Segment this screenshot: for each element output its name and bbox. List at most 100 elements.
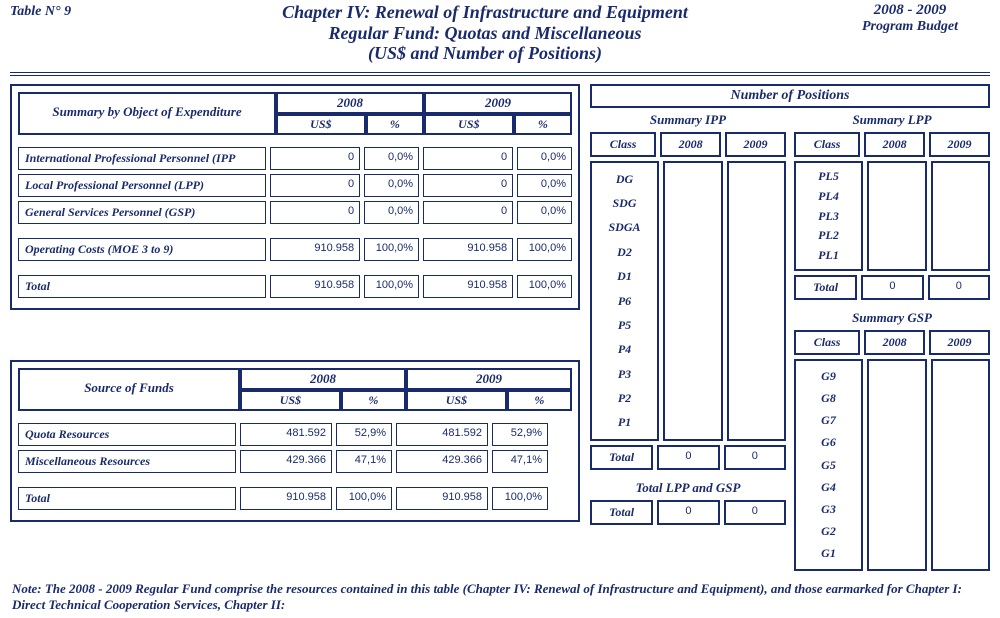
year-range: 2008 - 2009	[830, 2, 990, 19]
row-pct-2: 0,0%	[517, 147, 572, 170]
row-pct-1: 0,0%	[364, 147, 419, 170]
row-label: Operating Costs (MOE 3 to 9)	[18, 238, 266, 261]
row-usd-2: 0	[423, 174, 513, 197]
page-header: Table N° 9 Chapter IV: Renewal of Infras…	[0, 0, 1000, 68]
ipp-col-2009	[727, 161, 786, 441]
row-usd-2: 910.958	[423, 238, 513, 261]
object-title: Summary by Object of Expenditure	[18, 92, 276, 135]
class-item: PL4	[798, 189, 859, 204]
lpp-total-2009: 0	[928, 275, 990, 300]
ipp-class-hdr: Class	[590, 132, 656, 157]
gsp-summary: Summary GSP Class 2008 2009 G9G8G7G6G5G4…	[794, 310, 990, 571]
ipp-summary: Summary IPP Class 2008 2009 DGSDGSDGAD2D…	[590, 112, 786, 575]
ipp-class-list: DGSDGSDGAD2D1P6P5P4P3P2P1	[590, 161, 659, 441]
src-usd-1: US$	[240, 390, 341, 411]
row-label: General Services Personnel (GSP)	[18, 201, 266, 224]
row-usd-1: 481.592	[240, 423, 332, 446]
row-pct-1: 0,0%	[364, 201, 419, 224]
header-right: 2008 - 2009 Program Budget	[830, 2, 990, 64]
row-usd-1: 910.958	[270, 238, 360, 261]
class-item: D2	[594, 245, 655, 260]
src-total-p2: 100,0%	[492, 487, 548, 510]
obj-total-p1: 100,0%	[364, 275, 419, 298]
class-item: SDGA	[594, 220, 655, 235]
row-pct-2: 52,9%	[492, 423, 548, 446]
class-item: P2	[594, 391, 655, 406]
class-item: G5	[798, 458, 859, 473]
header-subtitle: Program Budget	[830, 19, 990, 35]
row-pct-2: 47,1%	[492, 450, 548, 473]
combined-total-label: Total	[590, 500, 653, 525]
table-row: Quota Resources481.59252,9%481.59252,9%	[18, 423, 572, 446]
class-item: P1	[594, 415, 655, 430]
title-line-2: Regular Fund: Quotas and Miscellaneous	[140, 23, 830, 44]
row-usd-2: 481.592	[396, 423, 488, 446]
obj-total-label: Total	[18, 275, 266, 298]
row-pct-1: 52,9%	[336, 423, 392, 446]
class-item: PL2	[798, 228, 859, 243]
row-usd-1: 429.366	[240, 450, 332, 473]
row-pct-1: 0,0%	[364, 174, 419, 197]
ipp-total-label: Total	[590, 445, 653, 470]
class-item: P6	[594, 294, 655, 309]
object-expenditure-table: Summary by Object of Expenditure 2008 20…	[10, 84, 580, 310]
ipp-total-2008: 0	[657, 445, 719, 470]
combined-title: Total LPP and GSP	[590, 480, 786, 496]
src-total-row: Total 910.958 100,0% 910.958 100,0%	[18, 487, 572, 510]
gsp-title: Summary GSP	[794, 310, 990, 326]
row-pct-2: 0,0%	[517, 201, 572, 224]
source-funds-table: Source of Funds 2008 2009 US$ % US$ % Qu…	[10, 360, 580, 522]
lpp-col-2009	[931, 161, 990, 271]
class-item: G2	[798, 524, 859, 539]
row-label: International Professional Personnel (IP…	[18, 147, 266, 170]
class-item: D1	[594, 269, 655, 284]
class-item: DG	[594, 172, 655, 187]
class-item: P3	[594, 367, 655, 382]
class-item: G7	[798, 413, 859, 428]
src-total-u2: 910.958	[396, 487, 488, 510]
obj-usd-1: US$	[276, 114, 366, 135]
class-item: P4	[594, 342, 655, 357]
lpp-y1: 2008	[864, 132, 925, 157]
obj-total-u2: 910.958	[423, 275, 513, 298]
gsp-class-list: G9G8G7G6G5G4G3G2G1	[794, 359, 863, 571]
class-item: G1	[798, 546, 859, 561]
lpp-y2: 2009	[929, 132, 990, 157]
gsp-class-hdr: Class	[794, 330, 860, 355]
row-usd-1: 0	[270, 174, 360, 197]
ipp-y2: 2009	[725, 132, 786, 157]
src-total-u1: 910.958	[240, 487, 332, 510]
row-pct-1: 100,0%	[364, 238, 419, 261]
lpp-summary: Summary LPP Class 2008 2009 PL5PL4PL3PL2…	[794, 112, 990, 300]
class-item: G3	[798, 502, 859, 517]
table-row: Operating Costs (MOE 3 to 9)910.958100,0…	[18, 238, 572, 261]
combined-total-2009: 0	[724, 500, 786, 525]
src-year-2009: 2009	[406, 368, 572, 390]
row-pct-2: 100,0%	[517, 238, 572, 261]
gsp-col-2009	[931, 359, 990, 571]
class-item: P5	[594, 318, 655, 333]
table-row: General Services Personnel (GSP)00,0%00,…	[18, 201, 572, 224]
ipp-col-2008	[663, 161, 722, 441]
row-label: Local Professional Personnel (LPP)	[18, 174, 266, 197]
ipp-total-2009: 0	[724, 445, 786, 470]
gsp-col-2008	[867, 359, 926, 571]
table-row: Miscellaneous Resources429.36647,1%429.3…	[18, 450, 572, 473]
class-item: G9	[798, 369, 859, 384]
positions-panel: Number of Positions Summary IPP Class 20…	[590, 84, 990, 575]
ipp-title: Summary IPP	[590, 112, 786, 128]
class-item: PL5	[798, 169, 859, 184]
src-total-label: Total	[18, 487, 236, 510]
src-usd-2: US$	[406, 390, 507, 411]
class-item: G4	[798, 480, 859, 495]
page-titles: Chapter IV: Renewal of Infrastructure an…	[140, 2, 830, 64]
obj-year-2008: 2008	[276, 92, 424, 114]
row-pct-1: 47,1%	[336, 450, 392, 473]
row-usd-1: 0	[270, 147, 360, 170]
row-usd-1: 0	[270, 201, 360, 224]
combined-total-2008: 0	[657, 500, 719, 525]
src-pct-1: %	[341, 390, 406, 411]
lpp-class-list: PL5PL4PL3PL2PL1	[794, 161, 863, 271]
lpp-total-label: Total	[794, 275, 857, 300]
positions-title: Number of Positions	[590, 84, 990, 108]
